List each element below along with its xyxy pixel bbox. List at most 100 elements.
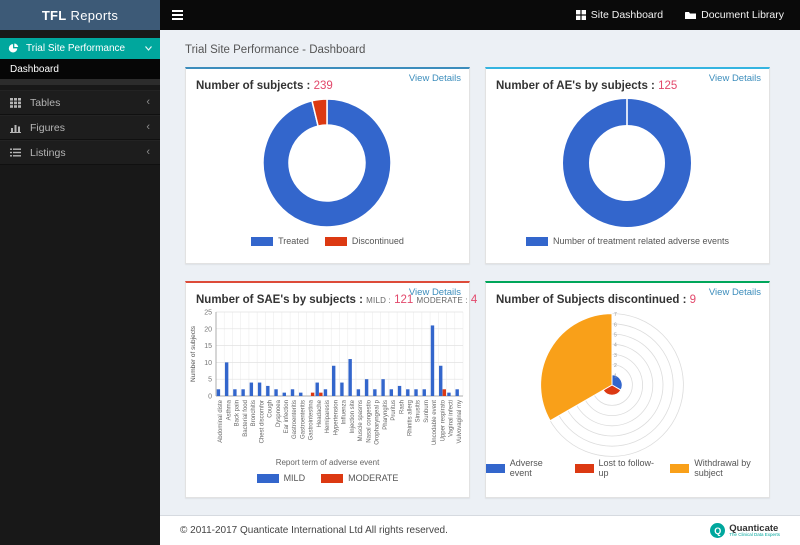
- chevron-left-icon: ‹: [146, 96, 150, 108]
- view-details-link[interactable]: View Details: [708, 73, 761, 84]
- chevron-left-icon: ‹: [146, 121, 150, 133]
- svg-text:Abdominal diste: Abdominal diste: [218, 399, 224, 442]
- svg-text:5: 5: [208, 377, 212, 384]
- legend-label: Number of treatment related adverse even…: [552, 236, 730, 246]
- panel-value: 239: [313, 80, 333, 92]
- legend-item[interactable]: Adverse event: [486, 458, 559, 478]
- legend-swatch: [574, 463, 594, 473]
- legend-label: MODERATE: [348, 473, 399, 483]
- polar-area-chart-discontinued: 1 2 3 4 5 6 7: [540, 312, 684, 457]
- brand-name: Quanticate: [729, 522, 779, 534]
- legend-swatch: [486, 463, 505, 473]
- legend-item[interactable]: Treated: [251, 236, 309, 246]
- sidebar-item-dashboard[interactable]: Dashboard: [0, 59, 160, 79]
- app-logo-text: Reports: [70, 7, 119, 23]
- legend-item[interactable]: MODERATE: [321, 473, 398, 483]
- svg-text:Injection site: Injection site: [350, 399, 356, 433]
- donut-chart-adverse-events: [563, 98, 691, 227]
- app-logo-bold: TFL: [41, 7, 67, 23]
- legend-item[interactable]: MILD: [256, 473, 306, 483]
- legend-label: Lost to follow-up: [598, 458, 655, 478]
- quanticate-logo: Q Quanticate The Clinical Data Experts: [710, 523, 780, 538]
- sidebar-item-trial-site-performance[interactable]: Trial Site Performance: [0, 38, 160, 59]
- svg-text:Back pain: Back pain: [235, 400, 241, 426]
- panel-subjects-discontinued: View Details Number of Subjects disconti…: [485, 281, 770, 498]
- svg-text:Sunburn: Sunburn: [424, 400, 430, 423]
- legend-swatch: [256, 473, 279, 483]
- bar-chart-icon: [10, 124, 21, 133]
- panel-title: Number of AE's by subjects : 125: [486, 69, 769, 92]
- svg-text:Oropharyngeal p: Oropharyngeal p: [375, 399, 381, 444]
- sidebar-item-listings[interactable]: Listings ‹: [0, 140, 160, 165]
- grid-icon: [575, 10, 586, 20]
- svg-text:15: 15: [204, 343, 212, 350]
- panel-title-text: Number of Subjects discontinued :: [496, 294, 687, 306]
- quanticate-logo-icon: Q: [710, 523, 726, 538]
- svg-text:Gastroenteritis: Gastroenteritis: [292, 400, 298, 439]
- legend-item[interactable]: Number of treatment related adverse even…: [525, 236, 730, 246]
- svg-text:10: 10: [204, 360, 212, 367]
- nav-site-dashboard[interactable]: Site Dashboard: [575, 9, 664, 21]
- view-details-link[interactable]: View Details: [708, 287, 761, 298]
- mild-label: MILD :: [366, 296, 391, 305]
- moderate-label: MODERATE :: [416, 296, 468, 305]
- sidebar-toggle-icon[interactable]: [160, 0, 194, 30]
- svg-text:Nasal congestio: Nasal congestio: [366, 399, 372, 442]
- svg-text:25: 25: [204, 310, 212, 317]
- app-logo[interactable]: TFL Reports: [0, 0, 160, 30]
- svg-text:5: 5: [614, 333, 617, 339]
- svg-text:Pharyngitis: Pharyngitis: [383, 400, 389, 430]
- legend-label: Withdrawal by subject: [694, 458, 751, 478]
- svg-text:Chest discomfor: Chest discomfor: [259, 400, 265, 443]
- svg-text:Rash: Rash: [399, 400, 405, 414]
- legend-item[interactable]: Discontinued: [324, 236, 404, 246]
- panel-number-of-saes: View Details Number of SAE's by subjects…: [185, 281, 477, 498]
- sidebar: Trial Site Performance Dashboard Tables …: [0, 30, 160, 545]
- pie-chart-icon: [8, 43, 19, 53]
- svg-text:Vulvovaginal my: Vulvovaginal my: [457, 400, 463, 443]
- svg-text:Bacterial food: Bacterial food: [243, 400, 249, 437]
- svg-text:Hemiparesis: Hemiparesis: [325, 400, 331, 433]
- panel-title-text: Number of AE's by subjects :: [496, 80, 655, 92]
- svg-text:Number of subjects: Number of subjects: [190, 325, 197, 382]
- panel-title: Number of SAE's by subjects : MILD : 121…: [186, 283, 477, 306]
- svg-text:20: 20: [204, 326, 212, 333]
- sidebar-item-figures[interactable]: Figures ‹: [0, 115, 160, 140]
- donut-chart-subjects: [262, 98, 392, 228]
- svg-text:Pruritus: Pruritus: [391, 400, 397, 421]
- panel-number-of-subjects: View Details Number of subjects : 239 Tr…: [185, 67, 470, 264]
- sidebar-item-tables[interactable]: Tables ‹: [0, 90, 160, 115]
- chart-legend: Treated Discontinued: [186, 232, 469, 250]
- panel-value: 125: [658, 80, 678, 92]
- svg-text:Headache: Headache: [317, 399, 323, 427]
- panel-title: Number of subjects : 239: [186, 69, 469, 92]
- top-navbar: Site Dashboard Document Library: [160, 0, 800, 30]
- svg-text:0: 0: [208, 394, 212, 401]
- view-details-link[interactable]: View Details: [408, 287, 461, 298]
- svg-text:Sinusitis: Sinusitis: [416, 400, 422, 422]
- svg-text:Hypertension: Hypertension: [333, 400, 339, 435]
- legend-swatch: [525, 236, 548, 246]
- svg-text:Muscle spasms: Muscle spasms: [358, 400, 364, 441]
- nav-link-label: Site Dashboard: [590, 9, 664, 21]
- folder-icon: [685, 11, 697, 19]
- svg-text:Cough: Cough: [268, 400, 274, 418]
- chevron-left-icon: ‹: [146, 146, 150, 158]
- legend-item[interactable]: Lost to follow-up: [574, 458, 655, 478]
- svg-text:Uncodable event: Uncodable event: [432, 400, 438, 445]
- svg-text:Vaginal infecti: Vaginal infecti: [449, 400, 455, 437]
- chart-legend: Number of treatment related adverse even…: [486, 232, 769, 250]
- view-details-link[interactable]: View Details: [408, 73, 461, 84]
- svg-text:3: 3: [614, 353, 617, 359]
- nav-document-library[interactable]: Document Library: [685, 9, 784, 21]
- legend-item[interactable]: Withdrawal by subject: [670, 458, 769, 478]
- legend-swatch: [324, 236, 347, 246]
- svg-text:4: 4: [614, 343, 617, 349]
- legend-label: MILD: [283, 473, 306, 483]
- panel-number-of-aes: View Details Number of AE's by subjects …: [485, 67, 770, 264]
- svg-text:Asthma: Asthma: [226, 399, 232, 420]
- svg-text:6: 6: [614, 322, 617, 328]
- legend-label: Treated: [278, 236, 309, 246]
- main-content: Trial Site Performance - Dashboard View …: [160, 30, 800, 545]
- bar-chart-sae-by-term: 0 5 10 15 20 25 Number of subjects Abdominal di…: [190, 310, 464, 445]
